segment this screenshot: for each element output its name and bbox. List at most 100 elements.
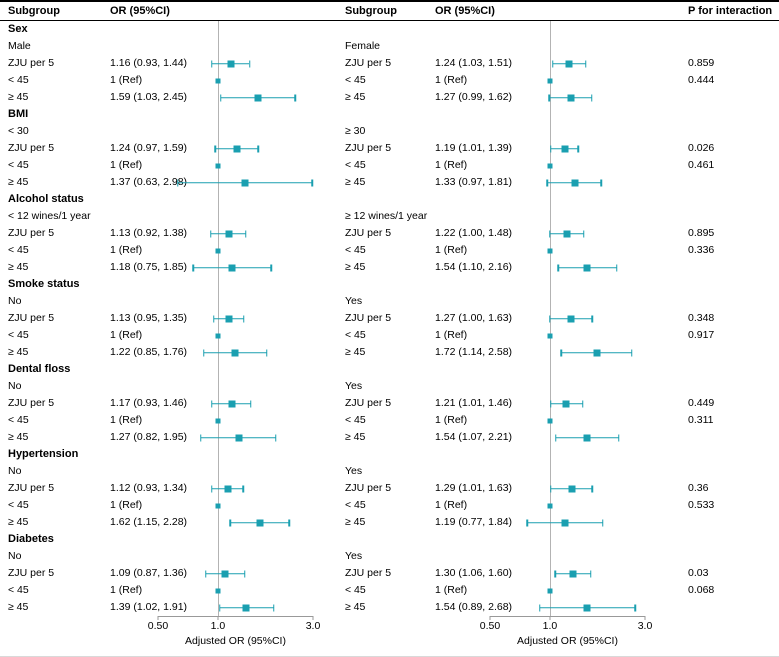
right-plot-cell [480,89,660,106]
reference-line [217,208,219,225]
reference-line [549,259,551,276]
right-row-label: < 45 [345,414,366,426]
left-or-text: 1.13 (0.92, 1.38) [110,227,188,239]
spacer [100,123,150,140]
or-marker [567,315,575,322]
left-row-label: ZJU per 5 [8,142,55,154]
left-or-text: 1 (Ref) [110,499,143,511]
forest-row: ≥ 45 1.18 (0.75, 1.85) ≥ 45 1.54 (1.10, 2.1… [0,259,779,276]
spacer [335,276,425,293]
ci-cap-right [601,519,604,526]
forest-row: < 12 wines/1 year ≥ 12 wines/1 year [0,208,779,225]
or-marker [547,418,553,423]
ci-cap-left [550,145,552,152]
left-row-label: ≥ 45 [8,176,29,188]
spacer [660,106,779,123]
right-row-label: ZJU per 5 [345,227,392,239]
left-row-label: ≥ 45 [8,91,29,103]
left-plot-cell [150,463,335,480]
spacer [100,191,150,208]
left-or-text: 1.62 (1.15, 2.28) [110,516,188,528]
right-axis-label-cell: Adjusted OR (95%CI) [480,634,660,650]
left-row-label: < 45 [8,584,29,596]
left-plot-cell [150,55,335,72]
ci-cap-right [584,60,587,67]
right-or-text: 1.72 (1.14, 2.58) [435,346,513,358]
spacer [425,446,480,463]
p-interaction-value [660,344,779,361]
p-interaction-value: 0.026 [688,142,715,154]
p-interaction-value: 0.348 [688,312,715,324]
p-interaction-value: 0.311 [688,414,714,426]
p-interaction-value: 0.461 [688,159,715,171]
right-or-text: 1.33 (0.97, 1.81) [435,176,513,188]
right-plot-cell [480,514,660,531]
left-row-label: < 45 [8,329,29,341]
reference-line [549,548,551,565]
left-or-text: 1.13 (0.95, 1.35) [110,312,188,324]
spacer [100,463,150,480]
right-row-label: ZJU per 5 [345,57,392,69]
or-marker [227,60,235,67]
spacer [660,123,779,140]
right-or-text: 1 (Ref) [435,499,468,511]
reference-line [217,106,219,123]
right-plot-cell [480,395,660,412]
right-row-label: ≥ 45 [345,601,366,613]
or-marker [231,349,239,356]
right-plot-cell [480,157,660,174]
ci-cap-left [209,230,212,237]
left-plot-cell [150,106,335,123]
or-marker [583,604,591,611]
right-plot-cell [480,361,660,378]
axis-tick [489,616,491,620]
right-or-text: 1 (Ref) [435,329,468,341]
left-axis-label-cell: Adjusted OR (95%CI) [150,634,335,650]
or-marker [215,163,221,168]
or-marker [215,503,221,508]
right-or-text: 1 (Ref) [435,584,468,596]
left-row-label: ZJU per 5 [8,567,55,579]
left-plot-cell [150,395,335,412]
right-or-text: 1.21 (1.01, 1.46) [435,397,513,409]
reference-line [549,191,551,208]
right-plot-cell [480,174,660,191]
spacer [660,208,779,225]
ci-cap-right [590,94,593,101]
or-marker [225,315,233,322]
forest-row: < 30 ≥ 30 [0,123,779,140]
ci-cap-right [288,519,290,526]
right-plot-cell [480,480,660,497]
left-or-text: 1 (Ref) [110,414,143,426]
left-plot-cell [150,361,335,378]
right-row-label: < 45 [345,329,366,341]
spacer [335,361,425,378]
right-row-label: ≥ 45 [345,261,366,273]
reference-line [217,21,219,38]
right-group-label: Yes [345,550,363,562]
right-plot-cell [480,582,660,599]
right-plot-cell [480,191,660,208]
spacer [100,208,150,225]
axis-tick-label: 1.0 [542,620,558,632]
spacer [335,634,425,650]
right-plot-cell [480,38,660,55]
p-interaction-value [660,514,779,531]
or-marker [215,418,221,423]
right-plot-cell [480,327,660,344]
spacer [335,531,425,548]
left-group-label: No [8,380,22,392]
or-marker [567,94,575,101]
left-plot-cell [150,157,335,174]
ci-cap-left [526,519,529,526]
forest-row: Male Female [0,38,779,55]
left-row-label: ZJU per 5 [8,57,55,69]
left-plot-cell [150,276,335,293]
ci-cap-left [549,315,551,322]
left-or-text: 1.37 (0.63, 2.98) [110,176,188,188]
ci-cap-right [583,230,585,237]
right-plot-cell [480,21,660,38]
or-marker [547,163,553,168]
spacer [425,276,480,293]
